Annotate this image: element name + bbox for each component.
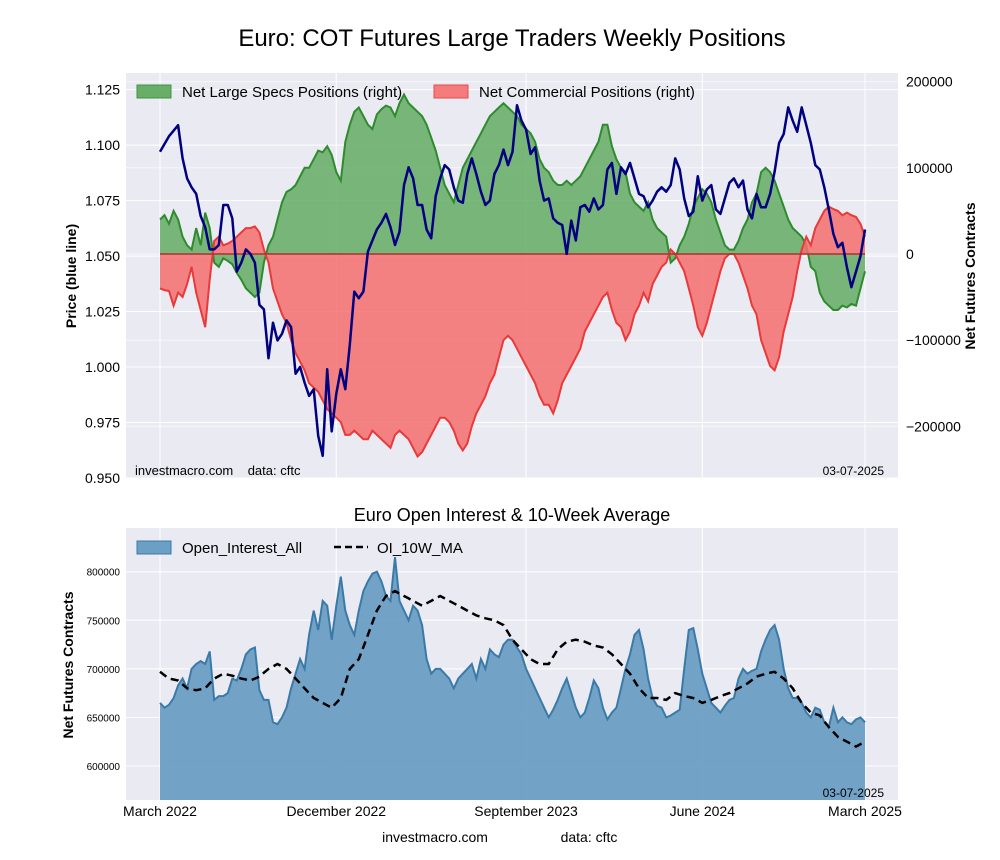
x-tick-label: March 2022 bbox=[123, 803, 197, 819]
moving-average-layer bbox=[159, 589, 866, 749]
right-tick-label: 0 bbox=[906, 246, 914, 262]
specs-area bbox=[160, 94, 865, 310]
right-tick-label: −200000 bbox=[906, 418, 961, 434]
right-tick-label: −100000 bbox=[906, 332, 961, 348]
price-line-layer bbox=[158, 103, 867, 458]
price-line bbox=[158, 103, 867, 458]
left-tick-label: 1.100 bbox=[85, 137, 120, 153]
left-axis-label: Price (blue line) bbox=[63, 224, 79, 328]
x-tick-label: March 2025 bbox=[828, 803, 902, 819]
left-tick-label: 0.975 bbox=[85, 415, 120, 431]
specs-area-layer bbox=[159, 92, 866, 311]
top-watermark-right: 03-07-2025 bbox=[823, 464, 885, 478]
right-tick-label: 200000 bbox=[906, 74, 953, 90]
figure-title: Euro: COT Futures Large Traders Weekly P… bbox=[238, 25, 785, 52]
bottom-x-ticks: March 2022 December 2022 September 2023 Jun… bbox=[123, 803, 902, 819]
open-interest-area bbox=[160, 557, 865, 800]
legend-label-specs: Net Large Specs Positions (right) bbox=[182, 84, 402, 101]
left-tick-label: 0.950 bbox=[85, 470, 120, 486]
legend-swatch-specs bbox=[136, 84, 172, 99]
top-chart: 1.125 1.100 1.075 1.050 1.025 1.000 0.975 0.950… bbox=[63, 73, 978, 486]
bottom-chart: Euro Open Interest & 10-Week Average 800… bbox=[60, 505, 902, 819]
x-tick-label: December 2022 bbox=[286, 803, 386, 819]
left-tick-label: 1.050 bbox=[85, 248, 120, 264]
left-tick-label: 1.125 bbox=[85, 82, 120, 98]
legend-label-open-interest: Open_Interest_All bbox=[182, 540, 302, 557]
open-interest-line bbox=[159, 556, 866, 730]
bottom-y-tick-label: 700000 bbox=[87, 665, 121, 676]
bottom-legend: Open_Interest_All OI_10W_MA bbox=[136, 540, 463, 557]
left-axis-ticks: 1.125 1.100 1.075 1.050 1.025 1.000 0.975 0.950 bbox=[85, 82, 120, 486]
bottom-y-tick-label: 600000 bbox=[87, 762, 121, 773]
bottom-y-tick-label: 650000 bbox=[87, 713, 121, 724]
bottom-chart-title: Euro Open Interest & 10-Week Average bbox=[354, 505, 671, 525]
specs-line bbox=[159, 92, 866, 311]
right-tick-label: 100000 bbox=[906, 160, 953, 176]
bottom-y-axis-label: Net Futures Contracts bbox=[60, 591, 76, 738]
left-tick-label: 1.075 bbox=[85, 193, 120, 209]
right-axis-ticks: 200000 100000 0 −100000 −200000 bbox=[906, 74, 961, 435]
bottom-y-tick-label: 750000 bbox=[87, 616, 121, 627]
left-tick-label: 1.025 bbox=[85, 304, 120, 320]
right-axis-label: Net Futures Contracts bbox=[962, 202, 978, 349]
legend-label-commercial: Net Commercial Positions (right) bbox=[479, 84, 695, 101]
open-interest-area-layer bbox=[159, 556, 866, 800]
legend-label-moving-average: OI_10W_MA bbox=[377, 540, 463, 557]
legend-swatch-commercial bbox=[433, 84, 469, 99]
bottom-watermark-right: 03-07-2025 bbox=[823, 786, 885, 800]
footer-right: data: cftc bbox=[561, 829, 618, 845]
top-legend: Net Large Specs Positions (right) Net Co… bbox=[136, 84, 695, 101]
top-watermark-left: investmacro.com data: cftc bbox=[135, 463, 301, 478]
legend-swatch-open-interest bbox=[136, 540, 172, 555]
footer-left: investmacro.com bbox=[382, 829, 488, 845]
bottom-y-ticks: 800000 750000 700000 650000 600000 bbox=[87, 568, 121, 773]
x-tick-label: June 2024 bbox=[670, 803, 736, 819]
bottom-y-tick-label: 800000 bbox=[87, 568, 121, 579]
left-tick-label: 1.000 bbox=[85, 359, 120, 375]
moving-average-line bbox=[159, 589, 866, 749]
x-tick-label: September 2023 bbox=[474, 803, 578, 819]
commercial-line bbox=[159, 205, 866, 459]
